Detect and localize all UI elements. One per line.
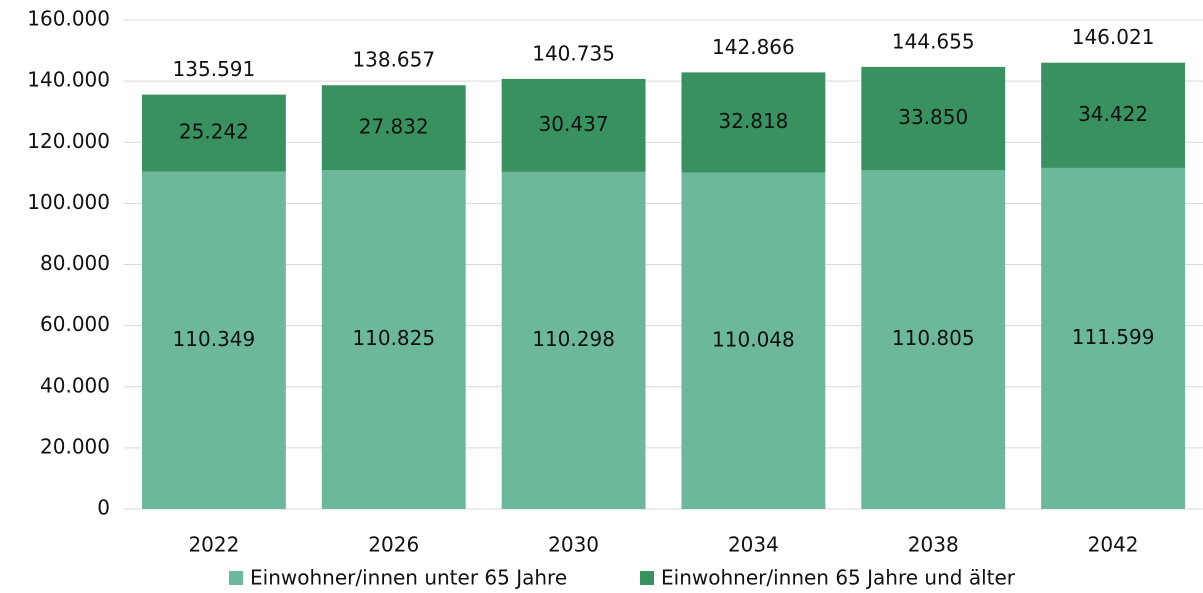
data-label: 27.832 [359,114,429,138]
data-label: 111.599 [1072,325,1155,349]
total-label: 138.657 [352,48,435,72]
data-label: 110.805 [892,326,975,350]
y-tick-label: 120.000 [27,129,110,153]
bar-segment [321,85,466,171]
x-tick-label: 2022 [188,533,239,557]
y-tick-label: 140.000 [27,68,110,92]
bar-segment [501,78,646,172]
x-tick-label: 2038 [908,533,959,557]
total-label: 140.735 [532,41,615,65]
data-label: 33.850 [898,105,968,129]
bar-segment [1041,167,1186,510]
legend-label: Einwohner/innen 65 Jahre und älter [661,566,1016,590]
y-tick-label: 160.000 [27,7,110,31]
legend-label: Einwohner/innen unter 65 Jahre [250,566,567,590]
legend-swatch [640,571,654,585]
total-label: 135.591 [173,57,256,81]
bar-segment [861,66,1006,171]
legend-swatch [229,571,243,585]
data-label: 110.349 [173,327,256,351]
data-label: 110.048 [712,327,795,351]
y-tick-label: 0 [97,496,110,520]
total-label: 144.655 [892,29,975,53]
x-tick-label: 2042 [1088,533,1139,557]
data-label: 110.298 [532,327,615,351]
bar-segment [681,172,826,509]
y-tick-label: 40.000 [40,373,110,397]
x-tick-label: 2030 [548,533,599,557]
data-label: 32.818 [718,109,788,133]
data-label: 25.242 [179,120,249,144]
total-label: 146.021 [1072,25,1155,49]
bar-segment [141,94,286,172]
y-tick-label: 80.000 [40,251,110,275]
bar-segment [501,171,646,509]
y-tick-label: 20.000 [40,434,110,458]
data-label: 110.825 [352,326,435,350]
bar-segment [321,170,466,510]
data-label: 30.437 [539,112,609,136]
bar-segment [861,170,1006,509]
y-tick-label: 60.000 [40,312,110,336]
bar-segment [681,72,826,173]
bar-segment [141,171,286,510]
total-label: 142.866 [712,35,795,59]
x-tick-label: 2026 [368,533,419,557]
data-label: 34.422 [1078,102,1148,126]
x-tick-label: 2034 [728,533,779,557]
y-tick-label: 100.000 [27,190,110,214]
bar-segment [1041,62,1186,168]
